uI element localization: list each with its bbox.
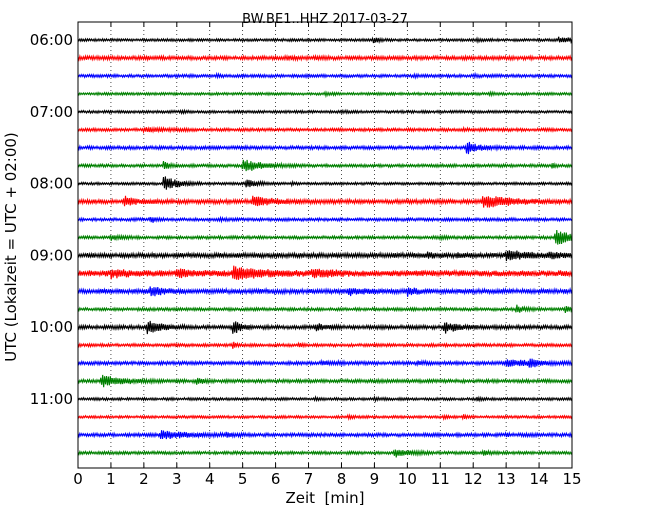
x-tick-label: 3	[172, 470, 182, 488]
x-tick-label: 10	[398, 470, 417, 488]
trace-0800	[77, 176, 573, 190]
trace-0700	[77, 108, 573, 116]
x-tick-label: 7	[304, 470, 314, 488]
y-axis-label: UTC (Lokalzeit = UTC + 02:00)	[2, 132, 20, 362]
chart-title: BW.BE1..HHZ 2017-03-27	[242, 12, 408, 27]
trace-0615	[77, 53, 573, 63]
y-tick-label: 11:00	[30, 390, 73, 408]
trace-0645	[77, 90, 573, 99]
y-tick-label: 06:00	[30, 31, 73, 49]
y-tick-label: 10:00	[30, 318, 73, 336]
y-tick-label: 07:00	[30, 103, 73, 121]
x-tick-label: 6	[271, 470, 281, 488]
trace-group	[77, 36, 573, 458]
x-tick-label: 5	[238, 470, 248, 488]
x-tick-label: 0	[73, 470, 83, 488]
grid-lines	[110, 22, 540, 468]
trace-1015	[77, 341, 573, 349]
trace-0830	[77, 215, 573, 224]
trace-0845	[77, 229, 573, 245]
x-axis-label: Zeit [min]	[285, 489, 364, 507]
trace-0945	[77, 304, 573, 314]
trace-1045	[77, 374, 573, 388]
trace-0600	[77, 36, 573, 45]
y-tick-label: 09:00	[30, 246, 73, 264]
trace-0730	[77, 141, 573, 155]
trace-1130	[77, 430, 573, 440]
x-axis: 0 1 2 3 4 5 6 7 8 9 10 11 12 13 14 15	[73, 22, 582, 488]
x-tick-label: 8	[337, 470, 347, 488]
trace-1115	[77, 413, 573, 422]
trace-0930	[77, 286, 573, 297]
trace-1030	[77, 358, 573, 368]
trace-0815	[77, 195, 573, 208]
x-tick-label: 4	[205, 470, 215, 488]
x-tick-label: 11	[431, 470, 450, 488]
plot-frame	[77, 21, 573, 469]
trace-0715	[77, 125, 573, 135]
trace-0630	[77, 71, 573, 80]
x-tick-label: 12	[464, 470, 483, 488]
y-axis: 06:00 07:00 08:00 09:00 10:00 11:00	[30, 31, 572, 408]
trace-0915	[77, 265, 573, 280]
trace-1000	[77, 320, 573, 335]
x-tick-label: 14	[530, 470, 549, 488]
x-tick-label: 15	[562, 470, 581, 488]
x-tick-label: 9	[370, 470, 380, 488]
trace-1100	[77, 394, 573, 404]
trace-0745	[77, 159, 573, 172]
x-tick-label: 2	[139, 470, 149, 488]
y-tick-label: 08:00	[30, 175, 73, 193]
trace-1145	[77, 448, 573, 458]
x-tick-label: 1	[106, 470, 116, 488]
trace-0900	[77, 250, 573, 262]
x-tick-label: 13	[497, 470, 516, 488]
